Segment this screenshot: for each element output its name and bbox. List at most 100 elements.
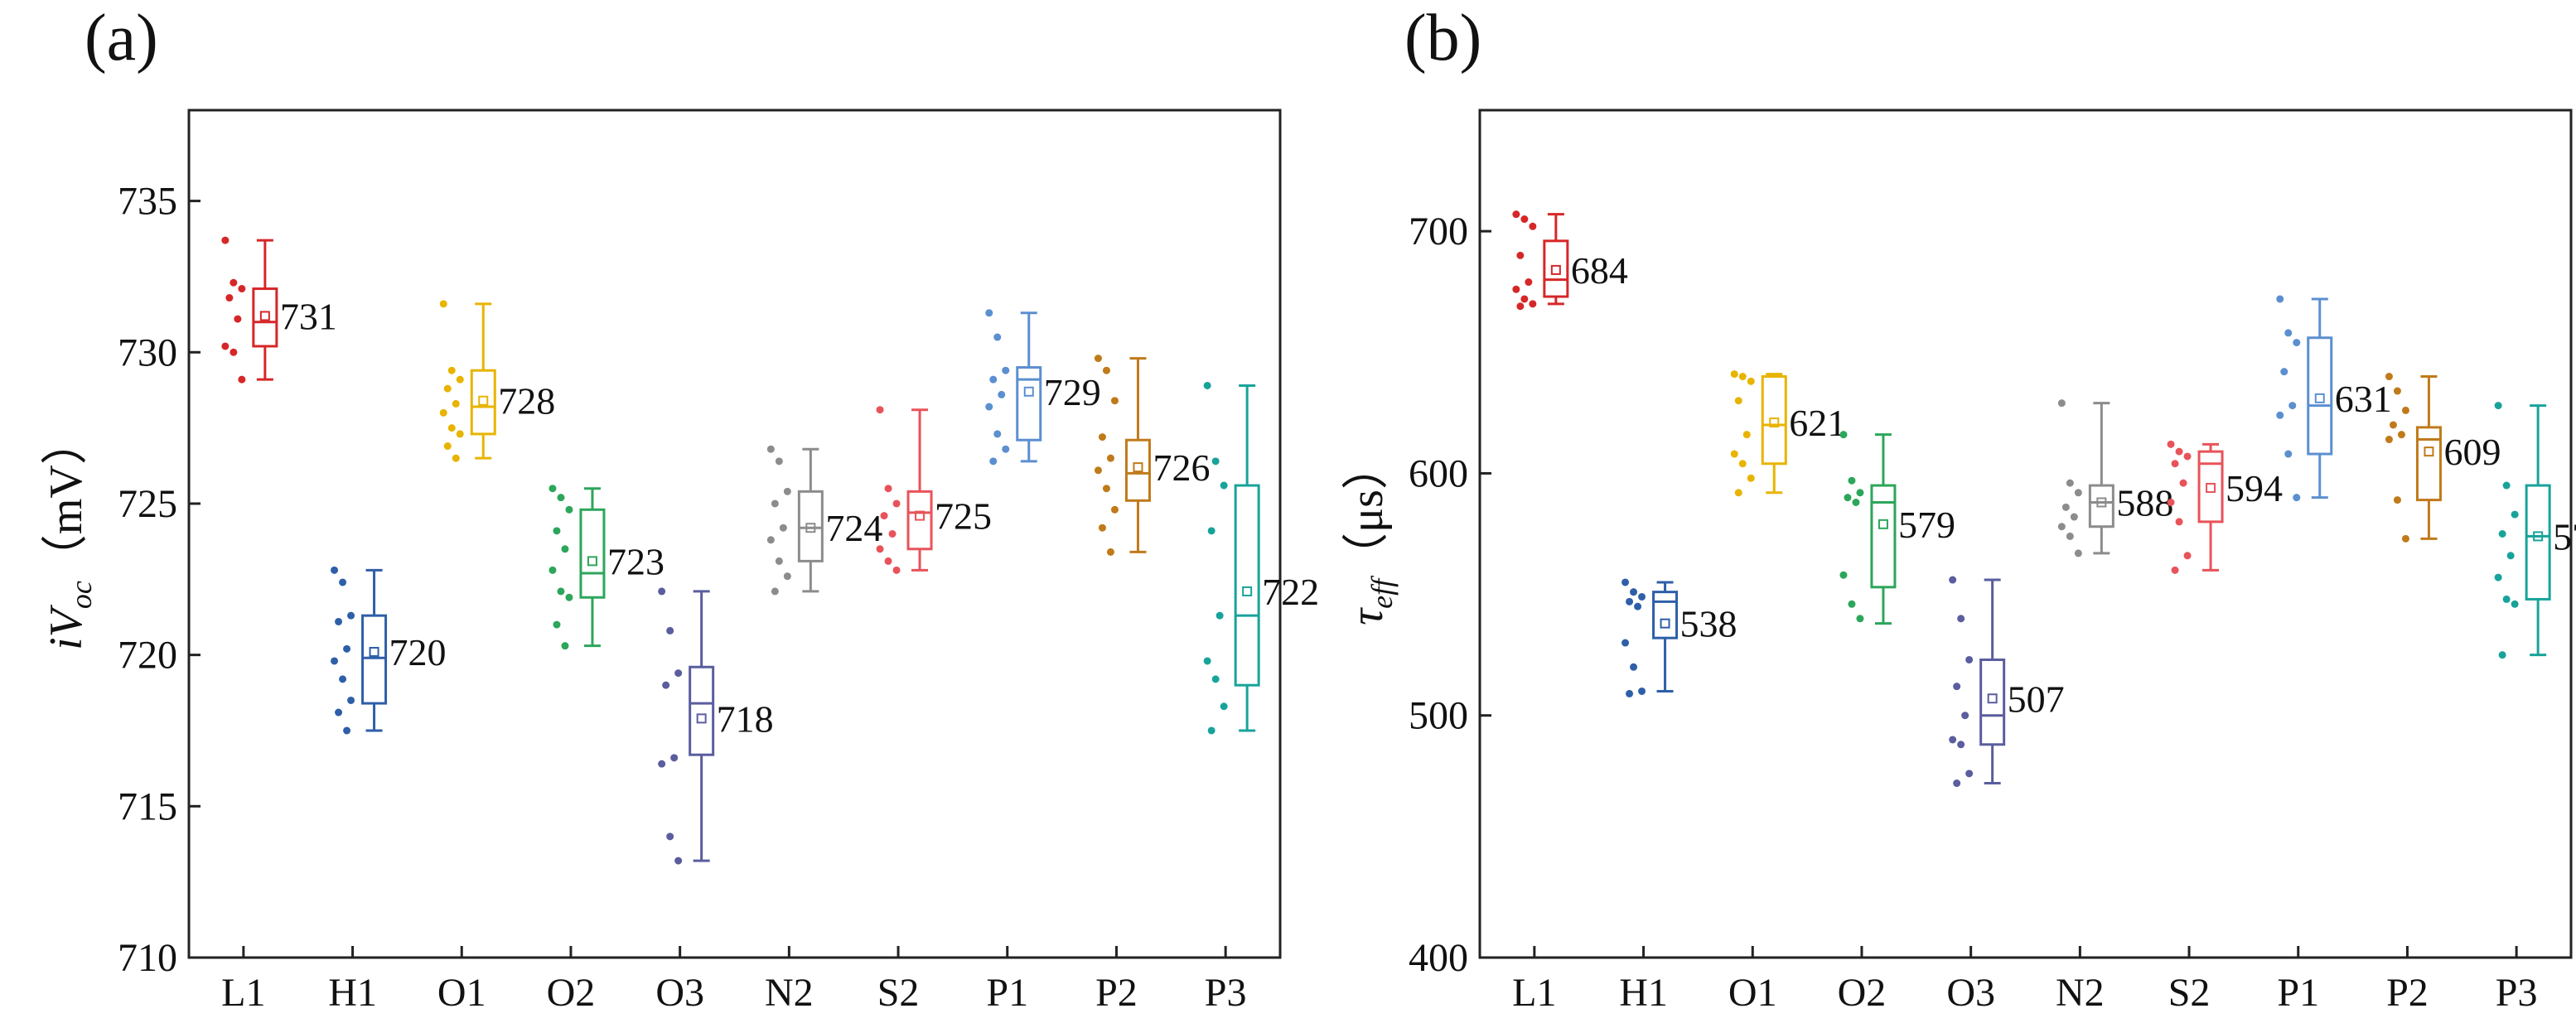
data-point	[888, 530, 897, 538]
box-iqr	[1761, 375, 1787, 466]
data-point	[1730, 370, 1738, 379]
box-group-O1: 621	[1730, 370, 1846, 497]
y-tick-label-a: 725	[118, 482, 177, 526]
data-point	[1102, 485, 1110, 493]
data-point	[565, 593, 573, 601]
data-point	[1747, 474, 1755, 482]
data-point	[1098, 433, 1106, 442]
box-iqr	[2525, 484, 2551, 601]
data-point	[2401, 534, 2409, 543]
data-point	[1730, 450, 1738, 458]
box-group-P2: 726	[1094, 355, 1210, 556]
data-point	[1634, 602, 1642, 610]
data-point	[2284, 329, 2293, 337]
data-point	[452, 454, 460, 462]
data-point	[1002, 445, 1010, 453]
value-label: 507	[2008, 678, 2065, 720]
data-point	[884, 557, 892, 565]
data-point	[1220, 702, 1228, 711]
data-point	[343, 644, 351, 653]
data-point	[2276, 295, 2284, 303]
x-tick-label-b: P3	[2496, 971, 2538, 1015]
data-point	[1094, 466, 1102, 475]
panel-b: (b) 400 500 600 700 L1 H1 O1 O2 O3 N2 S2 P1 P2 P3 68…	[1341, 2, 2576, 1015]
data-point	[1203, 657, 1211, 665]
data-point	[775, 557, 783, 565]
value-label: 609	[2443, 431, 2501, 473]
y-axis-ticks-a: 710 715 720 725 730 735	[118, 180, 201, 980]
data-point	[2074, 489, 2082, 497]
value-label: 594	[2226, 467, 2283, 509]
data-point	[1949, 576, 1957, 584]
data-point	[1516, 302, 1525, 311]
data-point	[1848, 600, 1856, 608]
data-point	[670, 754, 679, 762]
data-point	[221, 342, 230, 350]
data-point	[779, 524, 787, 532]
data-point	[331, 566, 339, 574]
mean-marker	[1550, 264, 1561, 275]
data-point	[553, 527, 561, 535]
x-tick-label-a: S2	[877, 971, 920, 1015]
box-group-O2: 723	[549, 485, 665, 650]
box-iqr	[579, 508, 606, 599]
data-point	[230, 348, 238, 356]
x-tick-label-b: O1	[1728, 971, 1777, 1015]
data-point	[2276, 411, 2284, 419]
box-group-S2: 725	[876, 406, 992, 574]
data-point	[347, 611, 355, 620]
data-point	[2494, 402, 2502, 410]
x-tick-label-a: O3	[655, 971, 704, 1015]
x-axis-ticks-b: L1 H1 O1 O2 O3 N2 S2 P1 P2 P3	[1512, 946, 2538, 1015]
data-point	[230, 278, 238, 287]
box-group-S2: 594	[2167, 440, 2283, 574]
y-tick-label-b: 500	[1409, 694, 1468, 738]
data-point	[1734, 489, 1742, 497]
data-point	[439, 408, 447, 417]
x-tick-label-a: N2	[765, 971, 814, 1015]
x-axis-ticks-a: L1 H1 O1 O2 O3 N2 S2 P1 P2 P3	[221, 946, 1247, 1015]
data-point	[1094, 355, 1102, 363]
box-group-O1: 728	[439, 300, 555, 462]
data-point	[234, 315, 242, 323]
mean-marker	[2424, 446, 2434, 457]
box-group-O2: 579	[1839, 431, 1955, 625]
data-point	[880, 512, 888, 520]
data-point	[2183, 552, 2192, 560]
box-group-O3: 718	[658, 587, 774, 865]
data-point	[892, 499, 901, 508]
data-point	[1207, 726, 1216, 735]
x-tick-label-a: O2	[547, 971, 596, 1015]
value-label: 684	[1571, 249, 1628, 292]
data-point	[1848, 476, 1856, 485]
y-tick-label-a: 720	[118, 634, 177, 678]
mean-marker	[1769, 417, 1780, 428]
data-point	[876, 545, 884, 553]
data-point	[1965, 770, 1974, 778]
mean-marker	[478, 395, 489, 406]
mean-marker	[1242, 586, 1253, 596]
data-point	[993, 333, 1002, 341]
box-group-P2: 609	[2385, 373, 2501, 543]
data-point	[1626, 689, 1634, 697]
data-point	[2502, 481, 2511, 490]
x-tick-label-b: O2	[1838, 971, 1887, 1015]
data-point	[998, 390, 1006, 398]
data-point	[225, 294, 234, 302]
y-axis-title-sub-a: oc	[65, 581, 98, 609]
data-point	[2280, 368, 2288, 376]
box-group-P1: 729	[985, 309, 1101, 466]
data-point	[1520, 215, 1529, 224]
data-point	[1203, 381, 1211, 389]
y-tick-label-b: 700	[1409, 210, 1468, 253]
x-tick-label-a: O1	[437, 971, 486, 1015]
data-point	[674, 669, 683, 678]
data-point	[1738, 460, 1747, 468]
data-point	[2288, 402, 2297, 410]
box-group-N2: 724	[766, 445, 882, 596]
value-label: 588	[2116, 482, 2173, 524]
x-tick-label-b: O3	[1946, 971, 1995, 1015]
data-point	[1626, 597, 1634, 606]
box-group-P3: 722	[1203, 381, 1319, 735]
value-label: 724	[825, 507, 882, 549]
